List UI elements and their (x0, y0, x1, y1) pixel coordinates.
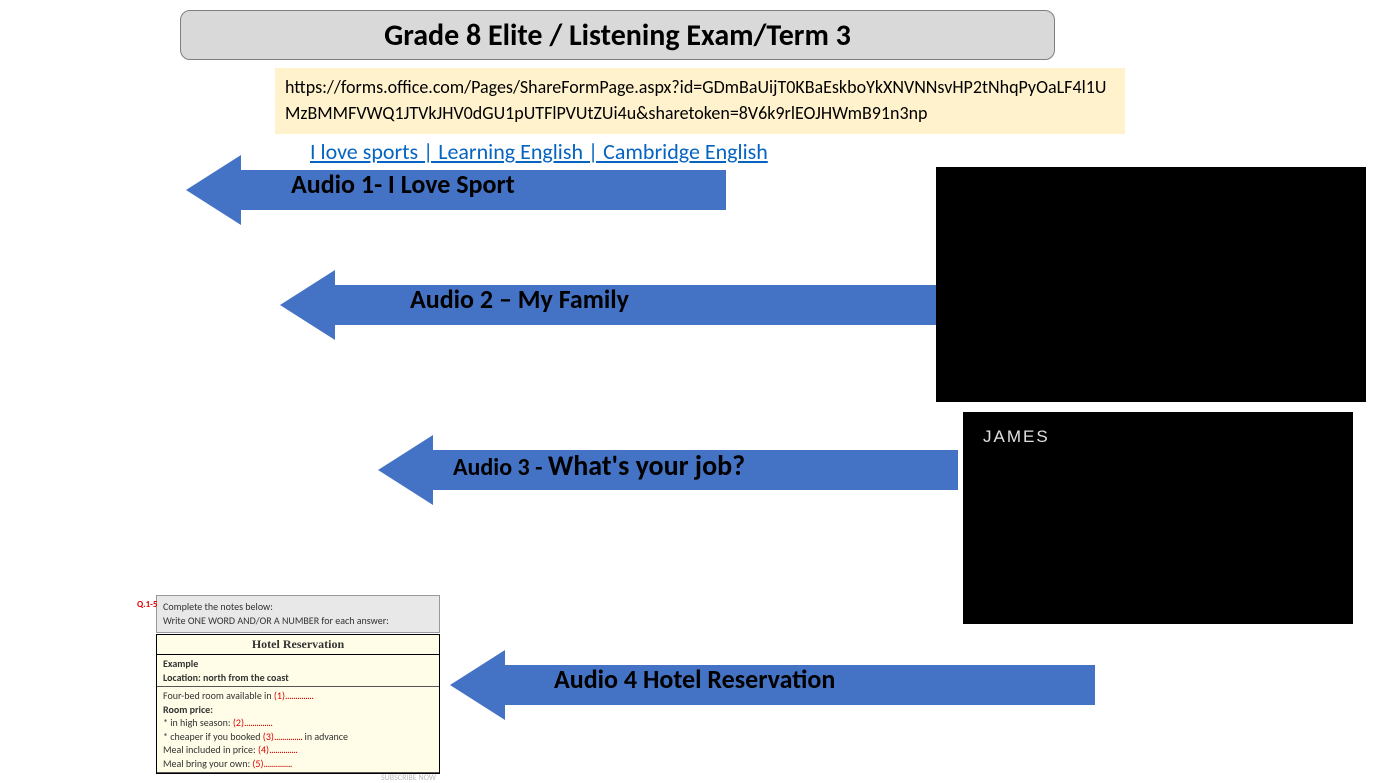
question-range: Q.1-5 (137, 599, 157, 610)
hotel-reservation-form-image: Q.1-5 Complete the notes below: Write ON… (140, 595, 440, 782)
form-row-1: Four-bed room available in (1)..........… (157, 687, 439, 773)
example-text: Location: north from the coast (163, 671, 433, 685)
arrow-label-1: Audio 1- I Love Sport (291, 168, 515, 200)
r1a: Four-bed room available in (163, 689, 274, 702)
r5c: .............. (264, 757, 292, 770)
r3c: .............. (274, 730, 302, 743)
price-label: Room price: (163, 703, 433, 717)
arrow-head-icon (378, 435, 433, 505)
arrow-label-2: Audio 2 – My Family (410, 283, 629, 315)
r2b: (2) (233, 716, 244, 729)
r3d: in advance (302, 730, 348, 743)
example-label: Example (163, 657, 433, 671)
r5a: Meal bring your own: (163, 757, 252, 770)
arrow-label-3: Audio 3 - What's your job? (453, 448, 745, 483)
form-url-text: https://forms.office.com/Pages/ShareForm… (285, 76, 1106, 124)
r4a: Meal included in price: (163, 743, 258, 756)
arrow-audio-3: Audio 3 - What's your job? (378, 435, 953, 505)
r4c: .............. (269, 743, 297, 756)
arrow-audio-4: Audio 4 Hotel Reservation (450, 650, 1090, 720)
arrow-head-icon (280, 270, 335, 340)
form-instr-1: Complete the notes below: (163, 600, 433, 614)
arrow-label-4: Audio 4 Hotel Reservation (554, 663, 835, 695)
form-heading: Hotel Reservation (157, 635, 439, 655)
video-placeholder-2[interactable]: JAMES (963, 412, 1353, 624)
form-instr-2: Write ONE WORD AND/OR A NUMBER for each … (163, 614, 433, 628)
form-table: Hotel Reservation Example Location: nort… (156, 634, 440, 774)
video2-caption: JAMES (983, 427, 1050, 447)
page-title-box: Grade 8 Elite / Listening Exam/Term 3 (180, 10, 1055, 60)
r2a: * in high season: (163, 716, 233, 729)
form-footer-subscribe: SUBSCRIBE NOW (140, 774, 440, 782)
arrow-head-icon (186, 155, 241, 225)
r4b: (4) (258, 743, 269, 756)
arrow-audio-2: Audio 2 – My Family (280, 270, 940, 340)
video-placeholder-1[interactable] (936, 167, 1366, 402)
form-example-row: Example Location: north from the coast (157, 655, 439, 687)
r3b: (3) (263, 730, 274, 743)
r3a: * cheaper if you booked (163, 730, 263, 743)
form-url-box: https://forms.office.com/Pages/ShareForm… (275, 68, 1125, 134)
arrow-audio-1: Audio 1- I Love Sport (186, 155, 726, 225)
r1b: (1) (274, 689, 285, 702)
form-instructions: Complete the notes below: Write ONE WORD… (156, 595, 440, 633)
arrow-label-3-main: What's your job? (548, 448, 745, 483)
r5b: (5) (252, 757, 263, 770)
page-title: Grade 8 Elite / Listening Exam/Term 3 (384, 17, 851, 54)
arrow-label-3-prefix: Audio 3 - (453, 453, 548, 482)
r2c: .............. (244, 716, 272, 729)
arrow-head-icon (450, 650, 505, 720)
r1c: .............. (285, 689, 313, 702)
